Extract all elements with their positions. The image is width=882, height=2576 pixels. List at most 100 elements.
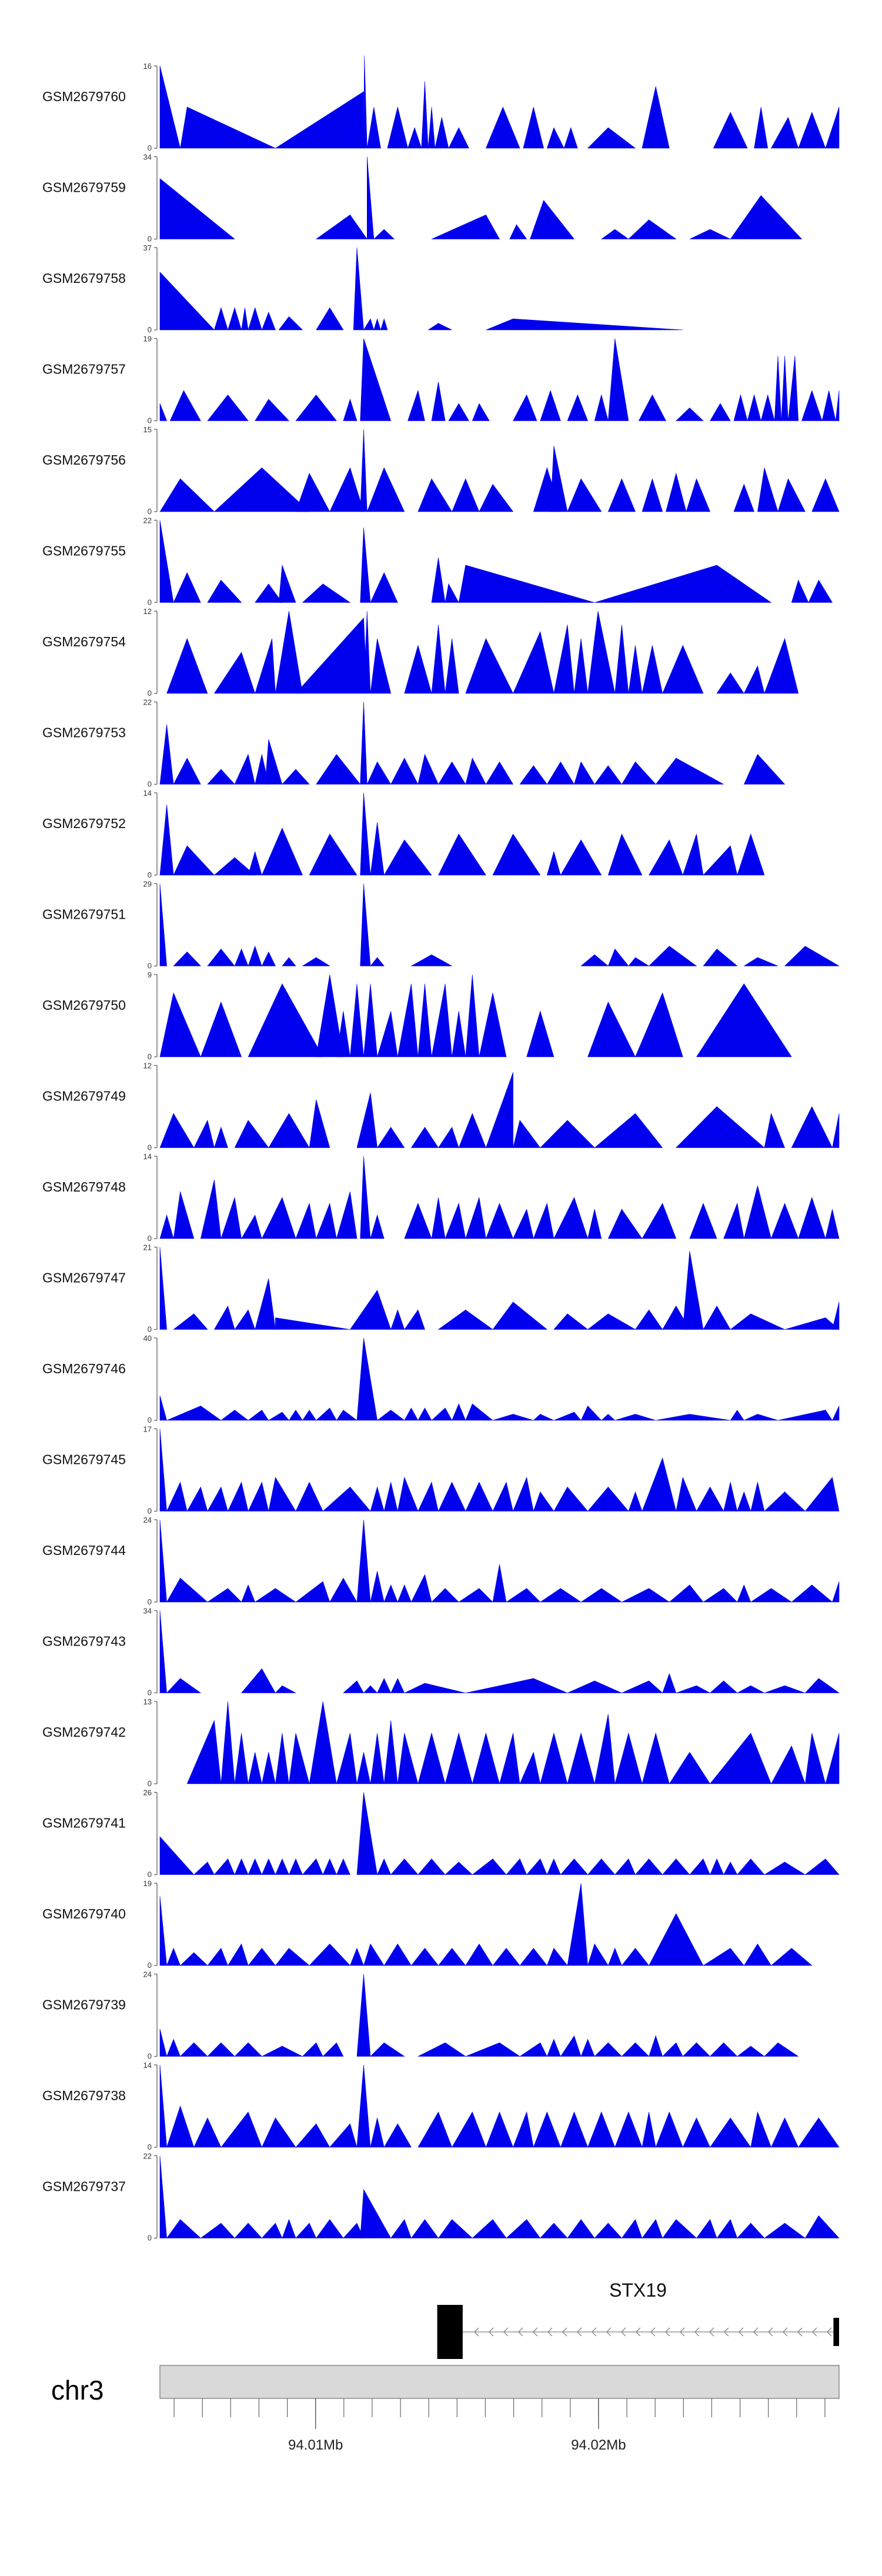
coverage-peak [329,2123,358,2148]
coverage-peak [804,1733,826,1784]
coverage-peak [662,2042,683,2057]
coverage-peak [437,2219,473,2238]
coverage-peak [268,1477,296,1511]
track-label: GSM2679751 [42,907,126,922]
coverage-peak [435,117,449,149]
coverage-peak [465,1197,486,1239]
coverage-peak [737,1858,765,1875]
coverage-peak [594,2042,623,2057]
coverage-peak [254,1588,296,1603]
coverage-peak [832,1406,840,1421]
coverage-peak [642,478,663,512]
y-max-label: 13 [143,1697,152,1706]
coverage-peak [159,1247,167,1330]
coverage-peak [431,214,500,239]
coverage-peak [404,1309,425,1330]
coverage-peak [410,1574,432,1603]
coverage-peak [506,1858,527,1875]
coverage-peak [642,1203,677,1239]
coverage-peak [360,338,392,421]
y-zero-label: 0 [148,235,152,243]
coverage-peak [628,645,643,694]
coverage-peak [336,1858,350,1875]
coverage-peak [832,1302,840,1330]
coverage-peak [574,638,588,694]
coverage-peak [567,1680,622,1693]
coverage-peak [642,2111,656,2148]
strand-arrow [547,2327,553,2337]
coverage-peak [295,472,330,512]
track-label: GSM2679743 [42,1634,126,1649]
coverage-peak [417,1407,432,1421]
y-zero-label: 0 [148,1961,152,1970]
coverage-peak [594,565,772,603]
coverage-peak [750,2111,771,2148]
coverage-peak [343,1680,365,1693]
coverage-peak [777,1410,833,1421]
coverage-peak [227,1943,249,1966]
y-zero-label: 0 [148,962,152,970]
coverage-peak [445,1861,473,1875]
coverage-peak [485,1203,514,1239]
y-zero-label: 0 [148,780,152,789]
coverage-peak [159,1610,167,1693]
coverage-peak [764,2223,806,2238]
coverage-peak [295,617,368,694]
y-zero-label: 0 [148,1689,152,1697]
coverage-peak [513,1209,534,1239]
strand-arrow [753,2327,759,2337]
coverage-peak [206,1588,242,1603]
coverage-peak [360,792,371,876]
axis-ticks: 94.01Mb 94.02Mb [173,2398,826,2453]
coverage-peak [169,390,201,421]
coverage-peak [417,1732,446,1784]
coverage-peak [377,1858,392,1875]
track-gsm2679754: GSM2679754 12 0 [42,607,799,698]
coverage-peak [438,833,486,876]
coverage-peak [367,156,375,239]
coverage-peak [642,86,670,149]
coverage-peak [580,1588,623,1603]
coverage-peak [316,754,361,785]
coverage-peak [261,2117,296,2148]
coverage-peak [784,946,840,966]
coverage-peak [689,1203,717,1239]
coverage-peak [370,572,398,603]
strand-arrow [517,2327,523,2337]
coverage-peak [784,1317,840,1330]
coverage-peak [546,850,561,876]
coverage-peak [248,983,323,1057]
coverage-peak [607,478,636,512]
coverage-peak [710,2117,751,2148]
track-gsm2679752: GSM2679752 14 0 [42,789,765,879]
coverage-peak [234,1733,249,1784]
coverage-peak [472,2219,507,2238]
strand-arrow [606,2327,612,2337]
track-gsm2679737: GSM2679737 22 0 [42,2152,840,2243]
coverage-peak [268,1113,310,1148]
coverage-peak [580,2038,595,2057]
coverage-peak [261,951,276,966]
coverage-peak [289,1733,310,1784]
coverage-peak [689,229,731,239]
coverage-peak [825,106,840,149]
coverage-peak [448,127,469,149]
coverage-peak [804,2215,840,2238]
coverage-peak [350,983,364,1057]
track-label: GSM2679752 [42,816,126,831]
coverage-peak [329,1577,358,1603]
coverage-peak [763,1861,806,1875]
coverage-peak [241,1214,262,1239]
track-label: GSM2679755 [42,543,126,559]
y-max-label: 19 [143,335,152,343]
coverage-peak [166,1678,202,1693]
coverage-peak [261,1197,296,1239]
coverage-peak [363,318,375,331]
coverage-peak [649,1913,704,1966]
coverage-peak [213,1305,235,1330]
coverage-peak [452,1403,466,1421]
coverage-peak [587,610,616,694]
track-gsm2679748: GSM2679748 14 0 [42,1152,840,1243]
track-gsm2679742: GSM2679742 13 0 [42,1697,840,1788]
coverage-peak [743,1185,771,1239]
